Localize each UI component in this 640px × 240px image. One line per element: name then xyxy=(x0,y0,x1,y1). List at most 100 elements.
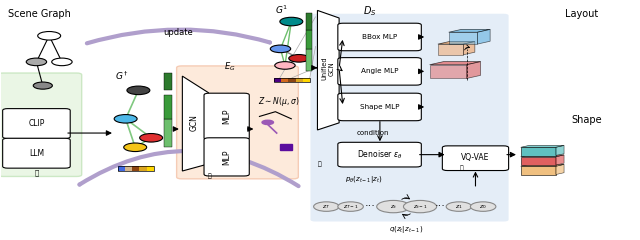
Bar xyxy=(521,147,556,156)
FancyBboxPatch shape xyxy=(177,66,298,179)
Bar xyxy=(521,157,556,165)
Text: Denoiser $\varepsilon_\theta$: Denoiser $\varepsilon_\theta$ xyxy=(357,148,403,161)
Bar xyxy=(303,78,310,82)
FancyBboxPatch shape xyxy=(442,146,509,171)
Circle shape xyxy=(270,45,291,53)
Circle shape xyxy=(26,58,47,66)
Circle shape xyxy=(289,54,309,62)
Text: $z_{t-1}$: $z_{t-1}$ xyxy=(413,203,428,210)
Text: $p_\theta(z_{t-1}|z_t)$: $p_\theta(z_{t-1}|z_t)$ xyxy=(344,174,382,185)
Polygon shape xyxy=(449,29,490,32)
Bar xyxy=(289,78,296,82)
Text: VQ-VAE: VQ-VAE xyxy=(461,153,490,162)
Bar xyxy=(118,166,154,171)
Circle shape xyxy=(338,202,364,211)
FancyBboxPatch shape xyxy=(0,73,82,176)
Circle shape xyxy=(314,202,339,211)
Polygon shape xyxy=(429,62,481,65)
Circle shape xyxy=(33,82,52,89)
Text: 🔒: 🔒 xyxy=(318,162,322,167)
FancyBboxPatch shape xyxy=(204,138,249,176)
Text: $z_1$: $z_1$ xyxy=(455,203,463,210)
Polygon shape xyxy=(317,10,339,130)
Text: $z_t$: $z_t$ xyxy=(390,203,397,210)
Text: 🔒: 🔒 xyxy=(460,166,463,171)
FancyBboxPatch shape xyxy=(338,58,421,85)
Text: Scene Graph: Scene Graph xyxy=(8,8,70,18)
Polygon shape xyxy=(463,42,475,55)
Circle shape xyxy=(140,133,163,142)
FancyArrowPatch shape xyxy=(79,151,298,186)
Circle shape xyxy=(52,58,72,66)
Text: Shape: Shape xyxy=(572,115,602,125)
FancyBboxPatch shape xyxy=(3,109,70,138)
Circle shape xyxy=(403,200,436,213)
Text: $G^1$: $G^1$ xyxy=(275,4,289,16)
Text: BBox MLP: BBox MLP xyxy=(362,34,397,40)
Text: $z_T$: $z_T$ xyxy=(323,203,330,210)
Circle shape xyxy=(127,86,150,95)
Bar xyxy=(125,166,132,171)
Circle shape xyxy=(377,200,410,213)
Bar xyxy=(306,13,312,30)
Polygon shape xyxy=(521,145,564,147)
Bar xyxy=(132,166,140,171)
Circle shape xyxy=(275,62,295,69)
Polygon shape xyxy=(467,62,481,78)
Text: MLP: MLP xyxy=(223,149,232,165)
Bar xyxy=(274,78,281,82)
Text: ···: ··· xyxy=(435,202,446,212)
Bar xyxy=(296,78,303,82)
FancyBboxPatch shape xyxy=(338,93,421,121)
Bar xyxy=(521,166,556,174)
Text: update: update xyxy=(164,28,193,37)
Circle shape xyxy=(470,202,496,211)
Polygon shape xyxy=(438,44,463,55)
FancyBboxPatch shape xyxy=(338,23,421,51)
Polygon shape xyxy=(556,145,564,156)
Text: ···: ··· xyxy=(365,202,376,212)
Text: $Z \sim N(\mu, \sigma)$: $Z \sim N(\mu, \sigma)$ xyxy=(257,95,299,108)
Bar xyxy=(118,166,125,171)
Bar xyxy=(147,166,154,171)
Text: Unified
GCN: Unified GCN xyxy=(321,56,334,80)
Text: MLP: MLP xyxy=(223,109,232,124)
Polygon shape xyxy=(477,29,490,44)
FancyBboxPatch shape xyxy=(204,93,249,140)
Bar xyxy=(306,49,312,71)
Circle shape xyxy=(114,114,137,123)
Circle shape xyxy=(38,31,61,40)
Text: $q(z_t|z_{t-1})$: $q(z_t|z_{t-1})$ xyxy=(389,224,423,235)
FancyBboxPatch shape xyxy=(3,138,70,168)
Bar xyxy=(164,119,172,147)
FancyArrowPatch shape xyxy=(87,30,270,43)
Polygon shape xyxy=(438,42,475,44)
Bar xyxy=(164,72,172,90)
Bar xyxy=(274,78,310,82)
FancyBboxPatch shape xyxy=(338,142,421,167)
Text: $E_G$: $E_G$ xyxy=(224,60,236,73)
Text: CLIP: CLIP xyxy=(28,119,45,128)
Polygon shape xyxy=(521,164,564,166)
Text: 🔒: 🔒 xyxy=(207,174,211,179)
Polygon shape xyxy=(521,155,564,157)
Text: GCN: GCN xyxy=(190,114,199,131)
Polygon shape xyxy=(449,32,477,44)
FancyBboxPatch shape xyxy=(310,14,509,222)
Bar xyxy=(280,144,292,150)
Bar xyxy=(281,78,289,82)
Text: $G^\dagger$: $G^\dagger$ xyxy=(115,69,129,82)
Polygon shape xyxy=(556,164,564,174)
Text: Layout: Layout xyxy=(565,8,598,18)
Text: $D_S$: $D_S$ xyxy=(363,4,376,18)
Circle shape xyxy=(124,143,147,151)
Text: $z_{T-1}$: $z_{T-1}$ xyxy=(343,203,358,210)
Polygon shape xyxy=(556,155,564,165)
Circle shape xyxy=(446,202,472,211)
Circle shape xyxy=(262,120,273,125)
Text: Angle MLP: Angle MLP xyxy=(361,68,398,74)
Text: LLM: LLM xyxy=(29,149,44,158)
Bar xyxy=(164,95,172,119)
Text: $z_0$: $z_0$ xyxy=(479,203,487,210)
Text: 🔒: 🔒 xyxy=(35,169,38,176)
